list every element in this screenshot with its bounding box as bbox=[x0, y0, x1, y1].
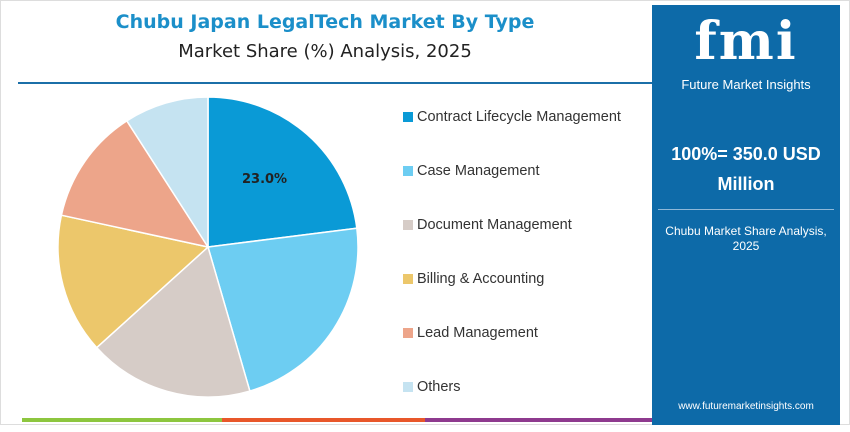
legend-label: Lead Management bbox=[417, 325, 538, 341]
legend-swatch bbox=[403, 382, 413, 392]
website-link[interactable]: www.futuremarketinsights.com bbox=[678, 401, 814, 412]
legend-swatch bbox=[403, 112, 413, 122]
legend-label: Document Management bbox=[417, 217, 572, 233]
divider bbox=[18, 82, 652, 84]
accent-bar-purple bbox=[425, 418, 652, 422]
legend-label: Others bbox=[417, 379, 461, 395]
fmi-logo: fmi bbox=[694, 11, 798, 72]
legend-label: Contract Lifecycle Management bbox=[417, 109, 621, 125]
legend-item: Case Management bbox=[403, 162, 648, 216]
legend-item: Document Management bbox=[403, 216, 648, 270]
chart-subtitle: Market Share (%) Analysis, 2025 bbox=[178, 41, 472, 62]
panel-caption: Chubu Market Share Analysis, 2025 bbox=[665, 224, 827, 253]
accent-bar-green bbox=[22, 418, 222, 422]
pie-slice-5 bbox=[125, 96, 209, 250]
legend-item: Others bbox=[403, 378, 648, 432]
legend: Contract Lifecycle Management Case Manage… bbox=[403, 108, 648, 432]
legend-item: Contract Lifecycle Management bbox=[403, 108, 648, 162]
pie-slice-2 bbox=[95, 245, 251, 398]
pie-chart: 23.0% bbox=[57, 96, 359, 398]
data-label: 23.0% bbox=[242, 172, 287, 187]
legend-swatch bbox=[403, 166, 413, 176]
pie-slice-4 bbox=[60, 119, 210, 249]
info-panel: fmi Future Market Insights 100%= 350.0 U… bbox=[652, 5, 840, 425]
legend-label: Case Management bbox=[417, 163, 540, 179]
logo-subtitle: Future Market Insights bbox=[681, 77, 811, 92]
legend-swatch bbox=[403, 328, 413, 338]
panel-divider bbox=[658, 209, 834, 210]
accent-bar-orange bbox=[222, 418, 425, 422]
pie-slice-3 bbox=[57, 214, 210, 349]
pie-slice-1 bbox=[207, 227, 359, 392]
chart-title: Chubu Japan LegalTech Market By Type bbox=[115, 11, 535, 33]
legend-item: Billing & Accounting bbox=[403, 270, 648, 324]
legend-item: Lead Management bbox=[403, 324, 648, 378]
total-market-value: 100%= 350.0 USD Million bbox=[671, 144, 821, 194]
legend-label: Billing & Accounting bbox=[417, 271, 545, 287]
legend-swatch bbox=[403, 220, 413, 230]
legend-swatch bbox=[403, 274, 413, 284]
pie-slice-0 bbox=[207, 96, 358, 248]
